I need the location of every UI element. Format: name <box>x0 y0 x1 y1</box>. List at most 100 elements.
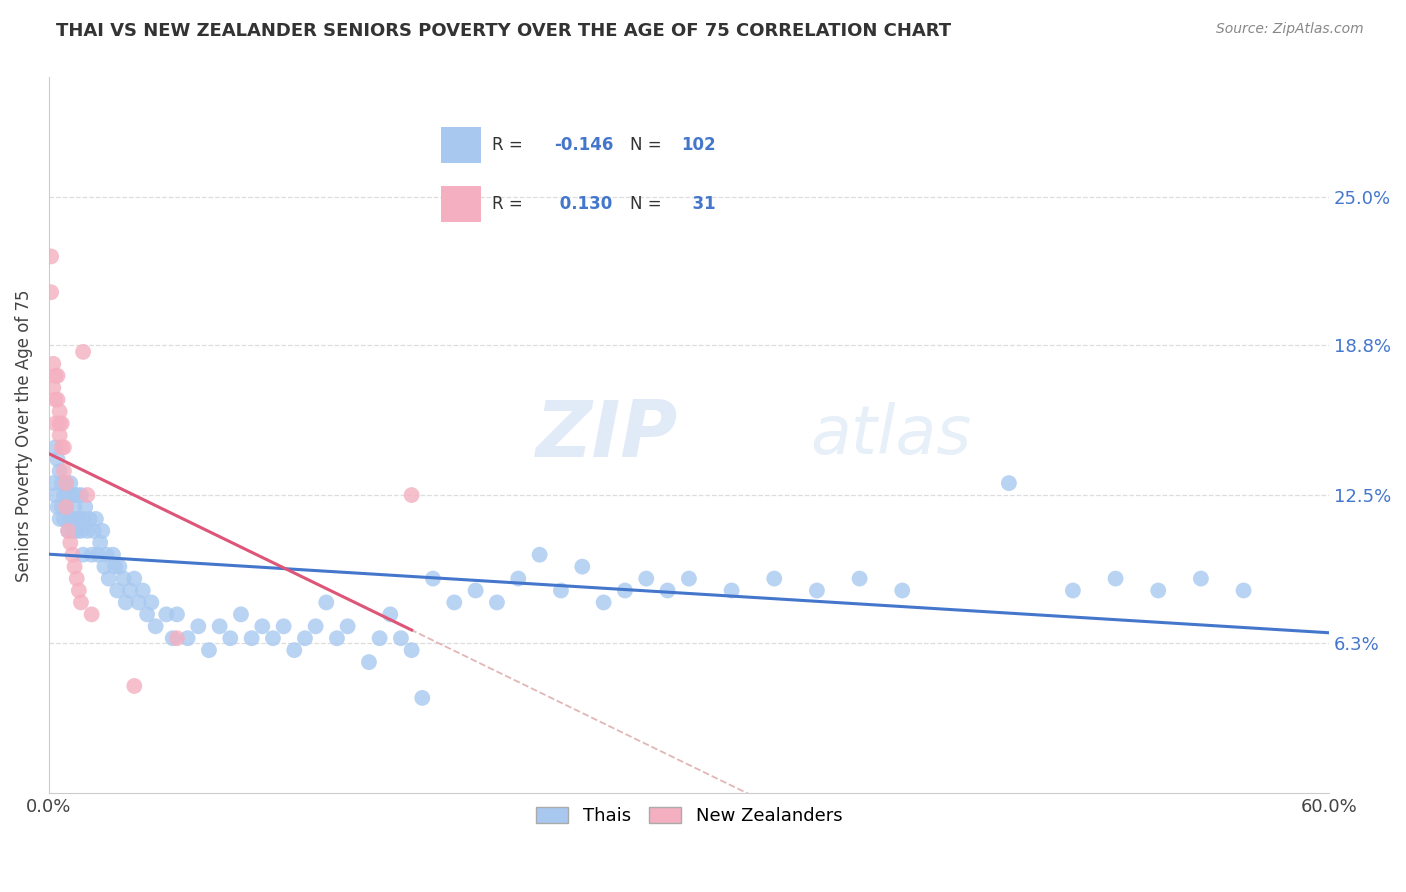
Point <box>59 476 82 491</box>
Point <box>59 535 82 549</box>
Point <box>48 464 70 478</box>
Text: Source: ZipAtlas.com: Source: ZipAtlas.com <box>1216 22 1364 37</box>
Point <box>1062 583 1084 598</box>
Point <box>96 548 118 562</box>
Point <box>422 572 444 586</box>
Point <box>51 476 73 491</box>
Point <box>67 512 90 526</box>
Point <box>63 512 86 526</box>
Point <box>72 512 94 526</box>
Point <box>44 392 66 407</box>
Point <box>72 344 94 359</box>
Point <box>66 488 89 502</box>
Point <box>720 583 742 598</box>
Point <box>678 572 700 586</box>
Point <box>176 632 198 646</box>
Point <box>56 524 79 538</box>
Point <box>240 632 263 646</box>
Point <box>70 595 93 609</box>
Point <box>145 619 167 633</box>
Point <box>56 488 79 502</box>
Point <box>401 643 423 657</box>
Point <box>141 595 163 609</box>
Point <box>51 440 73 454</box>
Point <box>136 607 159 622</box>
Y-axis label: Seniors Poverty Over the Age of 75: Seniors Poverty Over the Age of 75 <box>15 289 32 582</box>
Point <box>76 524 98 538</box>
Point <box>112 572 135 586</box>
Point <box>848 572 870 586</box>
Point <box>208 619 231 633</box>
Point <box>42 476 65 491</box>
Text: ZIP: ZIP <box>536 398 678 474</box>
Point <box>132 583 155 598</box>
Point <box>51 500 73 514</box>
Point <box>1189 572 1212 586</box>
Point <box>124 679 146 693</box>
Point <box>262 632 284 646</box>
Point <box>62 488 84 502</box>
Point <box>55 500 77 514</box>
Point <box>273 619 295 633</box>
Point <box>80 548 103 562</box>
Point <box>118 583 141 598</box>
Point <box>39 285 62 300</box>
Point <box>79 512 101 526</box>
Point <box>104 559 127 574</box>
Point <box>443 595 465 609</box>
Point <box>55 476 77 491</box>
Point <box>62 524 84 538</box>
Point <box>128 595 150 609</box>
Point <box>91 524 114 538</box>
Point <box>124 572 146 586</box>
Text: atlas: atlas <box>810 402 972 468</box>
Point <box>44 417 66 431</box>
Point <box>219 632 242 646</box>
Point <box>55 476 77 491</box>
Point <box>401 488 423 502</box>
Point <box>48 512 70 526</box>
Point <box>52 488 75 502</box>
Point <box>52 440 75 454</box>
Point <box>70 524 93 538</box>
Point <box>763 572 786 586</box>
Point <box>592 595 614 609</box>
Point <box>529 548 551 562</box>
Point <box>46 452 69 467</box>
Point <box>48 417 70 431</box>
Point <box>66 524 89 538</box>
Legend: Thais, New Zealanders: Thais, New Zealanders <box>527 798 851 834</box>
Point <box>657 583 679 598</box>
Point <box>84 512 107 526</box>
Point <box>155 607 177 622</box>
Point <box>108 559 131 574</box>
Point <box>46 392 69 407</box>
Point <box>1104 572 1126 586</box>
Point <box>42 357 65 371</box>
Point <box>42 381 65 395</box>
Point <box>411 690 433 705</box>
Point <box>571 559 593 574</box>
Point <box>806 583 828 598</box>
Point <box>80 607 103 622</box>
Point <box>283 643 305 657</box>
Point <box>998 476 1021 491</box>
Point <box>114 595 136 609</box>
Point <box>166 607 188 622</box>
Point <box>67 583 90 598</box>
Point <box>51 417 73 431</box>
Point <box>89 535 111 549</box>
Point <box>63 500 86 514</box>
Point <box>55 500 77 514</box>
Point <box>166 632 188 646</box>
Point <box>105 583 128 598</box>
Point <box>294 632 316 646</box>
Point <box>56 524 79 538</box>
Point <box>93 559 115 574</box>
Point <box>97 572 120 586</box>
Point <box>380 607 402 622</box>
Point <box>83 524 105 538</box>
Point <box>44 368 66 383</box>
Point <box>304 619 326 633</box>
Point <box>357 655 380 669</box>
